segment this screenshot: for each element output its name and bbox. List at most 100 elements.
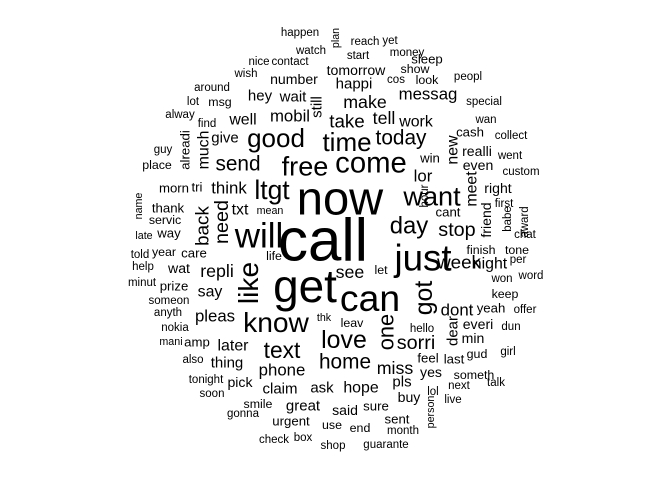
word-sent: sent [385,412,410,427]
word-girl: girl [500,346,515,358]
word-pick: pick [227,374,253,390]
word-nice: nice [248,56,269,68]
word-servic: servic [149,213,181,227]
word-win: win [419,151,440,166]
word-lot: lot [187,96,200,108]
word-end: end [350,421,371,435]
word-minut: minut [128,277,157,289]
word-cos: cos [387,74,405,86]
word-life: life [266,249,282,263]
word-lor: lor [414,167,433,186]
word-contact: contact [271,56,309,68]
word-text: text [264,337,301,363]
word-work: work [398,114,433,131]
word-get: get [273,260,337,312]
word-way: way [156,226,181,241]
word-urgent: urgent [272,414,310,429]
word-let: let [374,263,388,277]
word-stop: stop [438,219,475,241]
word-miss: miss [377,358,414,378]
word-send: send [215,153,260,176]
word-word: word [518,270,544,282]
word-claim: claim [262,381,297,398]
word-think: think [211,179,247,198]
word-give: give [211,130,239,147]
word-number: number [270,71,318,87]
word-sorri: sorri [397,332,435,354]
word-next: next [448,380,471,392]
word-like: like [232,262,264,304]
word-talk: talk [487,377,505,389]
word-told: told [131,249,150,261]
word-peopl: peopl [454,71,482,83]
word-even: even [463,157,494,173]
word-happen: happen [281,27,319,39]
word-yet: yet [382,35,398,47]
word-now: now [297,172,384,225]
word-name: name [133,193,145,220]
word-great: great [286,398,321,415]
word-someon: someon [149,295,190,307]
word-month: month [387,425,419,437]
word-chat: chat [514,229,537,241]
word-dear: dear [445,316,462,346]
word-cash: cash [456,125,484,140]
word-back: back [192,206,213,246]
word-sleep: sleep [411,52,443,67]
word-dun: dun [501,321,520,333]
word-wish: wish [233,68,257,80]
word-txt: txt [232,202,249,219]
word-around: around [194,82,230,94]
word-place: place [142,158,172,172]
word-tri: tri [192,180,203,195]
word-thing: thing [211,355,244,372]
word-messag: messag [399,85,458,104]
word-mobil: mobil [270,107,310,126]
word-show: show [401,62,430,76]
word-finish: finish [467,243,496,257]
word-can: can [340,277,400,319]
word-reach: reach [351,36,380,48]
word-prize: prize [160,279,189,294]
word-need: need [211,200,233,244]
word-went: went [497,150,523,162]
word-free: free [282,151,329,182]
word-call: call [278,207,368,274]
word-repli: repli [200,261,234,281]
word-soon: soon [200,388,225,400]
word-amp: amp [184,335,210,350]
word-per: per [510,254,527,266]
word-first: first [495,198,514,210]
word-friend: friend [478,202,494,237]
word-msg: msg [208,95,232,109]
word-much: much [196,131,213,170]
word-well: well [228,112,256,129]
word-plan: plan [330,28,342,48]
word-alway: alway [165,109,195,121]
word-know: know [243,306,309,338]
word-wan: wan [474,114,496,126]
word-won: won [490,273,512,285]
word-come: come [335,147,407,180]
word-gud: gud [467,347,488,361]
word-week: week [436,252,481,273]
word-watch: watch [295,45,326,57]
word-ask: ask [310,380,334,397]
word-guy: guy [154,144,173,156]
word-thk: thk [317,312,332,324]
word-wait: wait [279,89,308,106]
word-hello: hello [410,323,434,335]
word-make: make [343,92,387,112]
word-meet: meet [464,171,481,207]
word-see: see [336,262,365,282]
word-new: new [445,135,462,165]
word-box: box [294,432,313,444]
word-last: last [444,352,465,367]
word-anyth: anyth [154,307,182,319]
word-care: care [181,246,207,261]
word-year: year [152,245,176,259]
word-right: right [484,180,512,196]
word-today: today [376,127,427,150]
word-check: check [259,434,289,446]
word-feel: feel [417,351,438,366]
